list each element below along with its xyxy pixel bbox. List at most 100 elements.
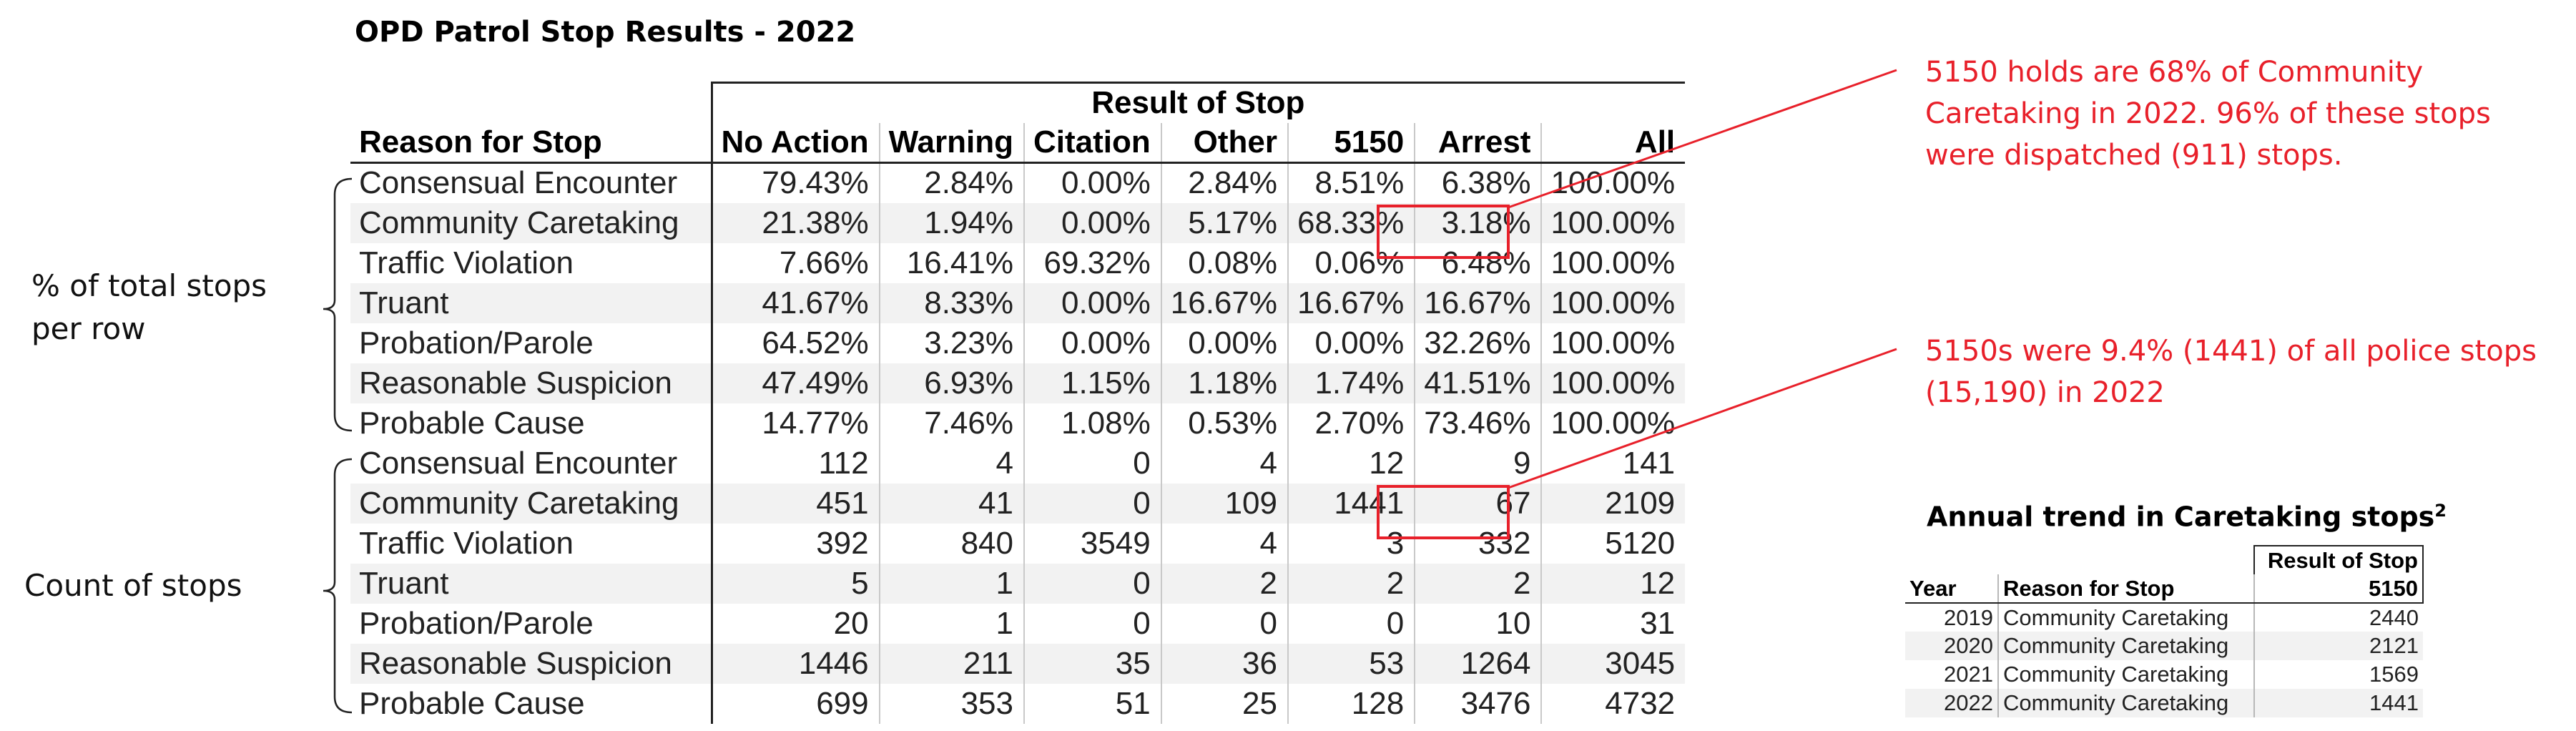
value-cell: 68.33%	[1287, 202, 1416, 243]
value-cell: 1.15%	[1023, 363, 1162, 403]
value-cell: 12	[1287, 443, 1416, 484]
column-header: Reason for Stop	[350, 122, 713, 164]
value-cell: 25	[1161, 683, 1289, 724]
percent-row: Truant 41.67% 8.33% 0.00% 16.67% 16.67% 16.67%…	[350, 283, 1686, 323]
value-cell: 14.77%	[712, 403, 880, 443]
value-cell: 41.67%	[712, 283, 880, 323]
value-cell: 16.67%	[1415, 283, 1543, 323]
value-cell: 4	[879, 443, 1025, 484]
trend-row: 2019 Community Caretaking 2440	[1905, 603, 2423, 632]
value-cell: 35	[1023, 643, 1162, 684]
value-cell: 2	[1287, 563, 1416, 604]
column-header: All	[1541, 122, 1686, 164]
value-cell: 0.00%	[1023, 202, 1162, 243]
trend-year-cell: 2021	[1905, 660, 1999, 689]
annotation-line: Caretaking in 2022. 96% of these stops	[1925, 97, 2491, 130]
trend-result-header: Result of Stop	[2253, 545, 2424, 574]
connector-line-top	[1508, 69, 1897, 209]
trend-title: Annual trend in Caretaking stops2	[1927, 501, 2447, 533]
count-row: Probable Cause 699 353 51 25 128 3476 4732	[350, 683, 1685, 724]
value-cell: 47.49%	[712, 363, 880, 403]
value-cell: 1264	[1415, 643, 1543, 684]
trend-column-header: 5150	[2254, 574, 2424, 604]
value-cell: 1.74%	[1287, 363, 1416, 403]
value-cell: 3549	[1023, 523, 1162, 564]
value-cell: 840	[879, 523, 1025, 564]
trend-row: 2022 Community Caretaking 1441	[1905, 689, 2423, 717]
value-cell: 12	[1541, 563, 1686, 604]
trend-value-cell: 1441	[2254, 689, 2423, 717]
value-cell: 2109	[1541, 483, 1686, 524]
value-cell: 51	[1023, 683, 1162, 724]
value-cell: 0.00%	[1023, 162, 1162, 203]
trend-column-header: Reason for Stop	[1998, 574, 2255, 604]
value-cell: 16.67%	[1287, 283, 1416, 323]
reason-cell: Probable Cause	[350, 683, 713, 724]
reason-cell: Reasonable Suspicion	[350, 363, 713, 403]
value-cell: 100.00%	[1550, 325, 1676, 360]
value-cell: 7.46%	[879, 403, 1025, 443]
trend-reason-cell: Community Caretaking	[1998, 660, 2255, 689]
value-cell: 1	[879, 603, 1025, 644]
value-cell: 2.84%	[1161, 162, 1289, 203]
value-cell: 451	[712, 483, 880, 524]
reason-cell: Truant	[350, 283, 713, 323]
value-cell: 1	[879, 563, 1025, 604]
value-cell: 2	[1415, 563, 1543, 604]
column-header: Arrest	[1415, 122, 1543, 164]
value-cell: 32.26%	[1415, 323, 1543, 363]
value-cell: 3476	[1415, 683, 1543, 724]
value-cell: 8.33%	[879, 283, 1025, 323]
value-cell: 2.70%	[1287, 403, 1416, 443]
count-row: Truant 5 1 0 2 2 2 12	[350, 563, 1686, 604]
trend-row: 2020 Community Caretaking 2121	[1905, 632, 2423, 660]
value-cell: 3.23%	[879, 323, 1025, 363]
value-cell: 0.53%	[1161, 403, 1289, 443]
value-cell: 211	[879, 643, 1025, 684]
value-cell: 392	[712, 523, 880, 564]
reason-cell: Community Caretaking	[350, 202, 713, 243]
connector-line-bottom	[1508, 348, 1897, 489]
value-cell: 332	[1415, 523, 1543, 564]
reason-cell: Community Caretaking	[350, 483, 713, 524]
value-cell: 31	[1640, 605, 1676, 641]
value-cell: 1446	[712, 643, 880, 684]
trend-reason-cell: Community Caretaking	[1998, 689, 2255, 717]
trend-column-header: Year	[1905, 574, 1999, 604]
percent-section-label: % of total stops per row	[31, 265, 267, 350]
highlight-box-1441	[1377, 485, 1510, 539]
value-cell: 8.51%	[1287, 162, 1416, 203]
caretaking-trend-table: Result of Stop Year Reason for Stop 5150 201…	[1905, 545, 2424, 717]
reason-cell: Traffic Violation	[350, 523, 713, 564]
percent-row: Probation/Parole 64.52% 3.23% 0.00% 0.00% 0.0…	[350, 323, 1685, 363]
value-cell: 0	[1161, 603, 1289, 644]
value-cell: 4	[1161, 523, 1289, 564]
value-cell: 141	[1622, 445, 1676, 481]
value-cell: 5.17%	[1161, 202, 1289, 243]
value-cell: 73.46%	[1415, 403, 1543, 443]
trend-value-cell: 1569	[2369, 662, 2419, 687]
trend-blank-cell	[1905, 546, 2254, 574]
value-cell: 100.00%	[1550, 405, 1676, 441]
column-header: Other	[1161, 122, 1289, 164]
value-cell: 0.00%	[1161, 323, 1289, 363]
value-cell: 1441	[1287, 483, 1416, 524]
value-cell: 5120	[1605, 525, 1676, 561]
reason-cell: Truant	[350, 563, 713, 604]
value-cell: 0.00%	[1023, 283, 1162, 323]
trend-reason-cell: Community Caretaking	[1998, 603, 2255, 632]
value-cell: 112	[712, 443, 880, 484]
value-cell: 41.51%	[1415, 363, 1543, 403]
value-cell: 0	[1023, 603, 1162, 644]
highlight-box-68-percent	[1377, 205, 1510, 259]
column-header: 5150	[1287, 122, 1416, 164]
value-cell: 0	[1287, 603, 1416, 644]
count-row: Community Caretaking 451 41 0 109 1441 67 2109	[350, 483, 1686, 524]
value-cell: 64.52%	[712, 323, 880, 363]
value-cell: 4	[1161, 443, 1289, 484]
reason-cell: Consensual Encounter	[350, 162, 713, 203]
reason-cell: Traffic Violation	[350, 242, 713, 283]
value-cell: 1.94%	[879, 202, 1025, 243]
reason-cell: Consensual Encounter	[350, 443, 713, 484]
value-cell: 128	[1287, 683, 1416, 724]
